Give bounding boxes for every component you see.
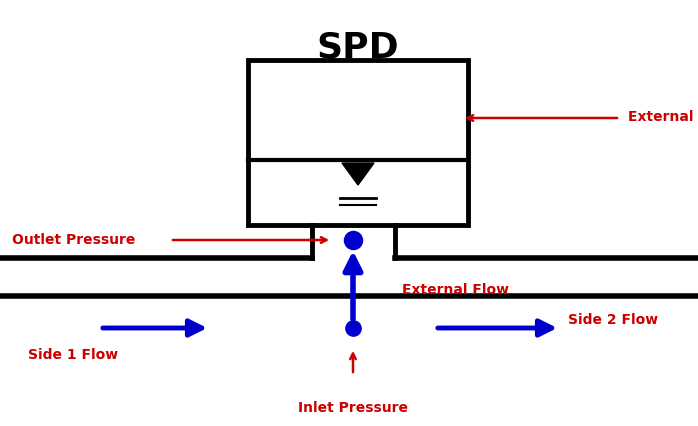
Text: SPD: SPD — [317, 30, 399, 64]
Text: External (Air) Volume: External (Air) Volume — [628, 110, 698, 124]
Text: Inlet Pressure: Inlet Pressure — [298, 401, 408, 415]
Polygon shape — [342, 163, 374, 185]
Text: Side 2 Flow: Side 2 Flow — [568, 313, 658, 327]
Bar — [248, 60, 468, 225]
Text: Outlet Pressure: Outlet Pressure — [12, 233, 135, 247]
Text: Side 1 Flow: Side 1 Flow — [28, 348, 118, 362]
Text: External Flow: External Flow — [402, 283, 509, 297]
